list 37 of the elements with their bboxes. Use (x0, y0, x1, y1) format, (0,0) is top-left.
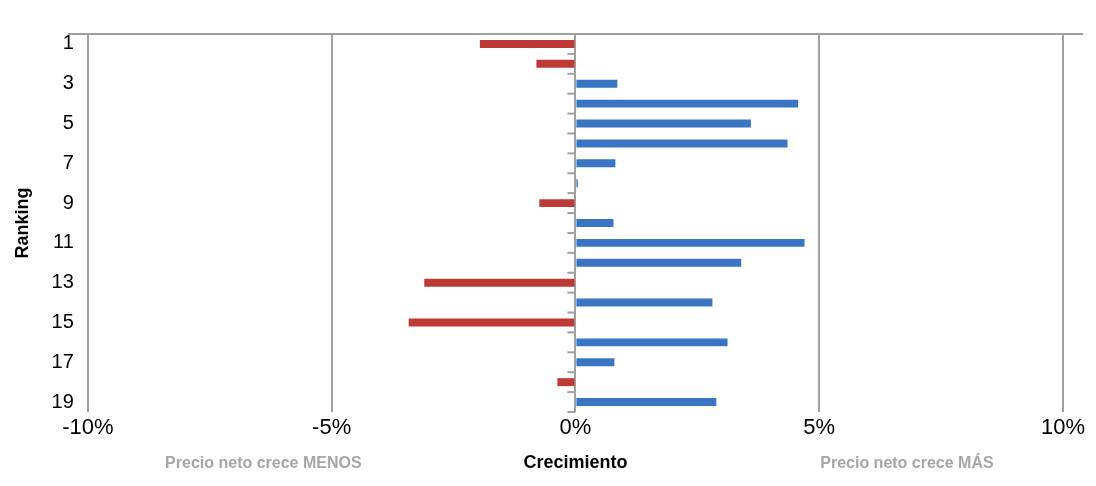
y-tick-label: 19 (51, 389, 74, 412)
bar (576, 258, 742, 267)
bar (557, 378, 575, 387)
y-tick-label: 13 (51, 270, 74, 293)
bar (576, 119, 751, 128)
y-axis-title: Ranking (11, 187, 32, 259)
y-tick-label: 5 (62, 111, 74, 134)
y-tick-label: 9 (62, 190, 74, 213)
x-tick-label: -5% (312, 414, 352, 440)
bar (576, 219, 614, 227)
y-tick-label: 15 (51, 309, 74, 332)
y-tick-label: 11 (53, 230, 74, 253)
x-axis-title: Crecimiento (523, 452, 628, 473)
bar (576, 159, 616, 168)
bar (479, 39, 575, 48)
x-tick-label: 10% (1040, 414, 1086, 440)
y-tick-label: 3 (62, 71, 74, 94)
y-tick-label: 1 (62, 31, 74, 54)
bar (576, 99, 799, 108)
text: Precio neto crece MENOS (165, 454, 362, 472)
bar (424, 278, 575, 287)
bar (539, 199, 575, 208)
y-tick-label: 17 (51, 349, 74, 372)
bar (408, 318, 575, 327)
x-tick-label: 0% (559, 414, 592, 440)
x-tick-label: 5% (803, 414, 836, 440)
bar (576, 298, 713, 307)
bar (576, 79, 618, 88)
bar (576, 139, 788, 148)
y-tick-label: 7 (62, 150, 74, 173)
text: Precio neto crece MÁS (820, 453, 994, 472)
bar (576, 358, 615, 367)
x-tick-label: -10% (62, 414, 114, 440)
bar (576, 338, 728, 347)
bar (536, 59, 575, 68)
bar (576, 398, 717, 407)
bar (576, 238, 805, 247)
